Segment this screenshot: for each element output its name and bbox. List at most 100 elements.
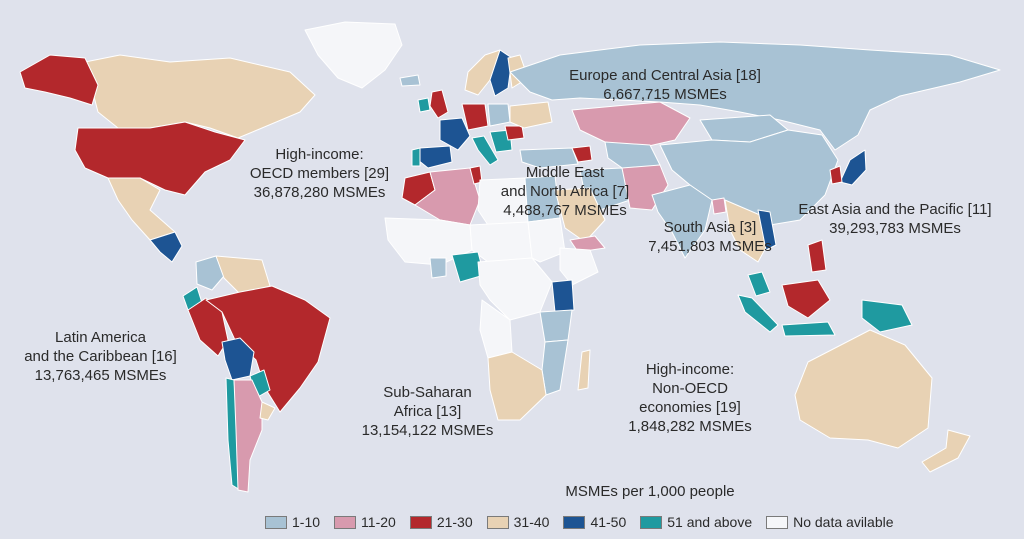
region-label-line: 13,763,465 MSMEs — [34, 367, 167, 384]
region-label-line: Europe and Central Asia [18] — [569, 67, 761, 84]
country-uruguay — [259, 401, 276, 421]
country-madagascar — [577, 349, 591, 391]
country-greenland — [304, 21, 403, 89]
country-mozambique — [541, 339, 569, 396]
region-label-line: 39,293,783 MSMEs — [829, 220, 961, 237]
legend: 1-10 11-20 21-30 31-40 41-50 51 and above No d… — [265, 512, 908, 532]
country-colombia — [195, 255, 225, 291]
region-label-line: 7,451,803 MSMEs — [648, 238, 772, 255]
country-russia — [509, 41, 1001, 151]
country-india — [651, 184, 713, 259]
legend-label: 51 and above — [667, 514, 753, 530]
country-central-africa — [477, 257, 553, 321]
legend-swatch — [563, 515, 586, 529]
country-portugal — [411, 147, 421, 167]
country-korea — [829, 165, 843, 185]
country-kenya — [551, 279, 575, 313]
legend-item: 41-50 — [563, 514, 626, 530]
region-label-line: Sub-Saharan — [383, 384, 472, 401]
region-label-line: South Asia [3] — [663, 219, 757, 236]
country-iceland — [399, 74, 421, 87]
country-uk — [429, 89, 449, 119]
legend-item: 21-30 — [409, 514, 473, 530]
legend-label: 21-30 — [436, 514, 473, 530]
region-label-line: 4,488,767 MSMEs — [503, 202, 627, 219]
country-romania — [504, 125, 525, 141]
legend-label: No data avilable — [793, 514, 894, 530]
region-label-line: economies [19] — [639, 399, 741, 416]
country-alaska — [19, 54, 99, 106]
region-label-line: East Asia and the Pacific [11] — [798, 201, 992, 218]
country-malaysia — [747, 271, 771, 297]
region-label-line: Africa [13] — [393, 403, 462, 420]
legend-item: 51 and above — [640, 514, 752, 530]
legend-swatch — [766, 515, 789, 529]
country-argentina — [233, 379, 263, 493]
region-label-line: Non-OECD — [652, 380, 728, 397]
region-label-line: 1,848,282 MSMEs — [628, 418, 752, 435]
country-new-zealand — [921, 429, 971, 473]
country-sudan — [527, 217, 566, 263]
country-sumatra — [737, 294, 779, 333]
legend-item: 11-20 — [334, 514, 396, 530]
country-philippines — [807, 239, 827, 273]
country-balkans — [489, 129, 513, 153]
country-italy — [471, 135, 499, 166]
region-label-oecd: High-income: OECD members [29] 36,878,280 … — [222, 145, 417, 202]
country-borneo — [781, 279, 831, 319]
country-tanzania — [539, 309, 573, 343]
country-yemen — [569, 235, 606, 253]
country-ukraine — [509, 101, 553, 129]
region-label-line: OECD members [29] — [249, 165, 390, 182]
country-australia — [794, 329, 933, 449]
legend-label: 31-40 — [513, 514, 550, 530]
legend-item: 1-10 — [265, 514, 320, 530]
region-label-line: 13,154,122 MSMEs — [361, 422, 494, 439]
country-ethiopia — [559, 247, 599, 286]
legend-swatch — [486, 515, 509, 529]
region-label-line: Middle East — [525, 164, 605, 181]
country-poland — [487, 103, 511, 127]
region-label-line: 36,878,280 MSMEs — [253, 184, 386, 201]
region-label-line: High-income: — [275, 146, 364, 163]
region-label-line: Latin America — [55, 329, 146, 346]
legend-label: 41-50 — [590, 514, 627, 530]
region-label-south-asia: South Asia [3] 7,451,803 MSMEs — [620, 218, 800, 256]
legend-title: MSMEs per 1,000 people — [565, 483, 735, 500]
legend-item: 31-40 — [486, 514, 550, 530]
country-ghana — [429, 257, 447, 279]
region-label-line: and North Africa [7] — [500, 183, 630, 200]
country-kazakhstan — [571, 101, 691, 149]
country-central-america — [149, 231, 183, 263]
region-label-latin-america: Latin America and the Caribbean [16] 13,76… — [8, 328, 193, 385]
region-label-sub-saharan-africa: Sub-Saharan Africa [13] 13,154,122 MSMEs — [345, 383, 510, 440]
legend-swatch — [265, 515, 287, 529]
country-france — [439, 117, 471, 151]
legend-label: 11-20 — [361, 514, 396, 530]
region-label-europe-central-asia: Europe and Central Asia [18] 6,667,715 MS… — [520, 66, 810, 104]
region-label-mena: Middle East and North Africa [7] 4,488,767… — [470, 163, 660, 220]
region-label-east-asia-pacific: East Asia and the Pacific [11] 39,293,783… — [770, 200, 1020, 238]
region-label-line: and the Caribbean [16] — [24, 348, 177, 365]
country-vietnam — [757, 209, 777, 251]
region-label-line: High-income: — [645, 361, 735, 378]
country-germany — [461, 103, 489, 131]
legend-item: No data avilable — [766, 514, 894, 530]
country-ireland — [417, 97, 431, 113]
country-usa — [74, 121, 246, 196]
country-bangladesh — [711, 197, 727, 215]
region-label-non-oecd: High-income: Non-OECD economies [19] 1,848,… — [610, 360, 770, 436]
country-peru — [187, 297, 229, 357]
country-new-guinea — [861, 299, 913, 333]
region-label-line: 6,667,715 MSMEs — [603, 86, 727, 103]
country-south-africa — [487, 351, 547, 421]
legend-swatch — [640, 515, 663, 529]
country-saudi-arabia — [554, 187, 606, 243]
country-caucasus — [571, 145, 593, 163]
country-java — [781, 321, 836, 337]
legend-swatch — [409, 515, 432, 529]
legend-swatch — [334, 515, 357, 529]
legend-label: 1-10 — [292, 514, 321, 530]
